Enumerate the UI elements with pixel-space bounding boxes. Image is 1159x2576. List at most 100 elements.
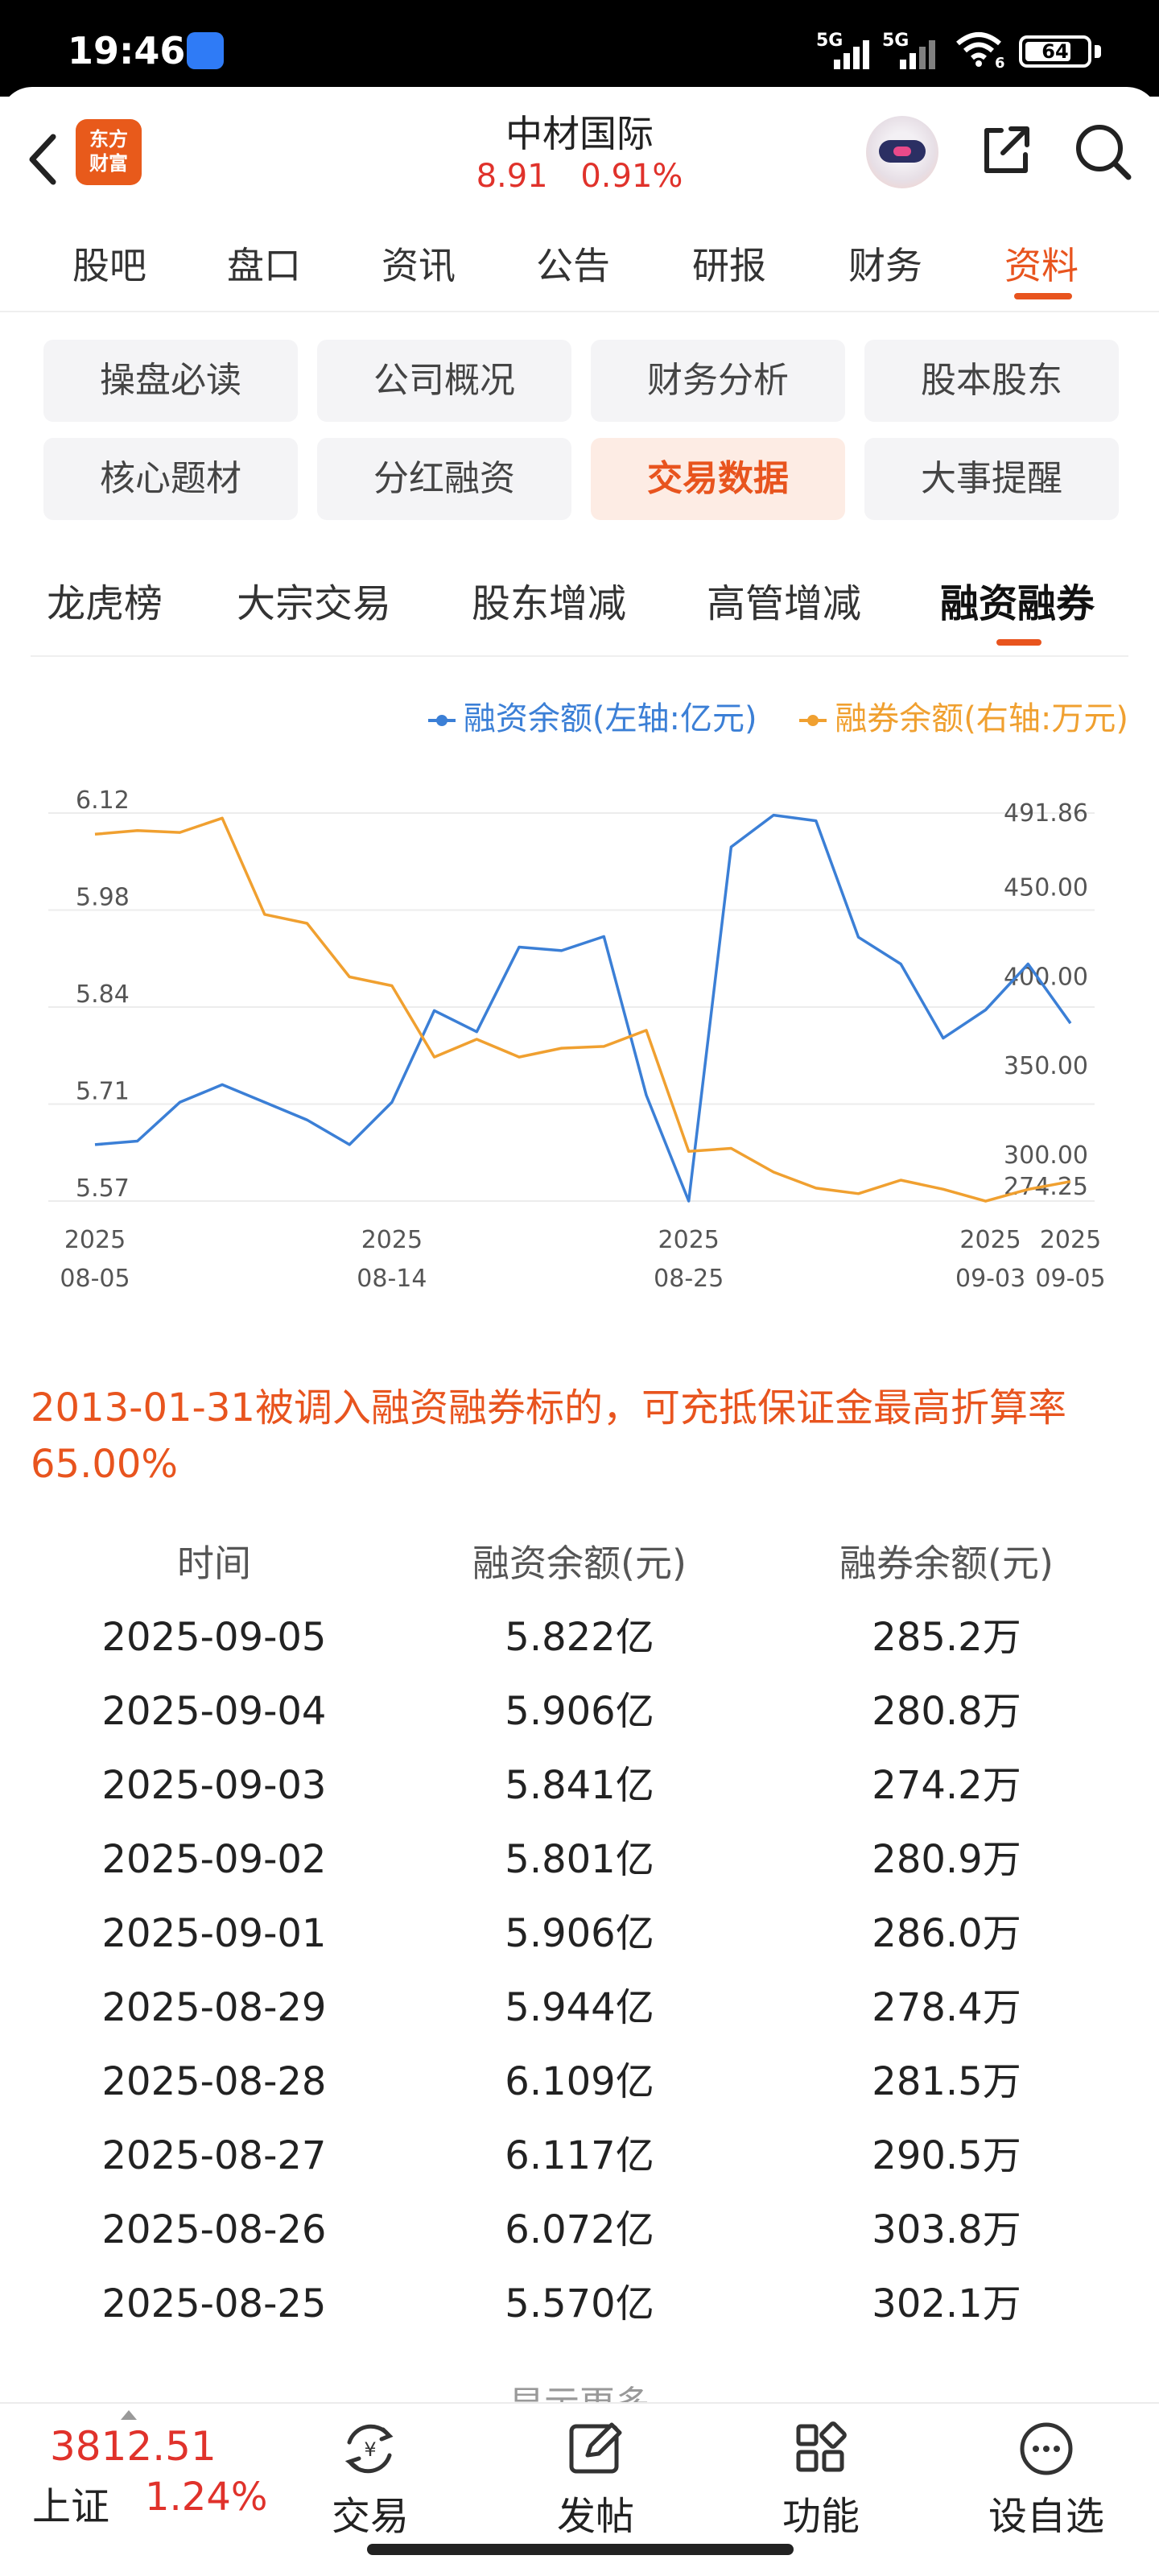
index-value[interactable]: 3812.51	[50, 2423, 217, 2470]
subtab-dragon-tiger[interactable]: 龙虎榜	[47, 581, 163, 626]
margin-eligibility-notice: 2013-01-31被调入融资融券标的，可充抵保证金最高折算率65.00%	[31, 1385, 1066, 1487]
table-row[interactable]: 2025-08-27 6.117亿 290.5万	[0, 2119, 1159, 2193]
sub-btn-financial-analysis[interactable]: 财务分析	[591, 340, 845, 422]
row-date: 2025-09-05	[101, 1615, 327, 1660]
battery-level: 64	[1041, 40, 1069, 63]
table-row[interactable]: 2025-09-01 5.906亿 286.0万	[0, 1897, 1159, 1971]
row-financing: 5.570亿	[505, 2281, 654, 2326]
financing-balance-line	[94, 813, 1072, 1203]
status-time: 19:46	[68, 29, 186, 72]
row-securities: 274.2万	[872, 1763, 1021, 1808]
subtab-margin-trading[interactable]: 融资融券	[940, 581, 1095, 626]
left-axis-tick: 5.71	[76, 1078, 130, 1106]
row-securities: 302.1万	[872, 2281, 1021, 2326]
right-axis-tick: 491.86	[1004, 799, 1088, 828]
table-row[interactable]: 2025-08-25 5.570亿 302.1万	[0, 2267, 1159, 2341]
subtab-exec-change[interactable]: 高管增减	[707, 581, 862, 626]
left-axis-tick: 5.98	[76, 884, 130, 912]
x-tick-date: 09-03	[955, 1265, 1025, 1293]
nav-trade-label: 交易	[331, 2494, 409, 2539]
row-financing: 5.801亿	[505, 1837, 654, 1882]
sub-btn-dividend-financing[interactable]: 分红融资	[317, 438, 571, 520]
legend-securities[interactable]: 融券余额(右轴:万元)	[799, 692, 1128, 739]
row-date: 2025-09-02	[101, 1837, 327, 1882]
network-type-2: 5G	[882, 31, 909, 51]
tab-pankou[interactable]: 盘口	[227, 244, 301, 287]
row-financing: 6.109亿	[505, 2059, 654, 2104]
tab-profile[interactable]: 资料	[1004, 244, 1079, 287]
row-date: 2025-08-29	[101, 1985, 327, 2030]
row-securities: 285.2万	[872, 1615, 1021, 1660]
index-change-pct[interactable]: 1.24%	[145, 2475, 268, 2520]
network-type-1: 5G	[816, 31, 843, 51]
wifi-icon	[956, 32, 1001, 67]
sub-btn-trading-data[interactable]: 交易数据	[591, 438, 845, 520]
left-axis-tick: 6.12	[76, 786, 130, 815]
row-financing: 5.822亿	[505, 1615, 654, 1660]
index-expand-icon[interactable]	[121, 2410, 137, 2420]
x-tick-year: 2025	[1040, 1226, 1101, 1254]
table-row[interactable]: 2025-08-28 6.109亿 281.5万	[0, 2045, 1159, 2119]
search-icon[interactable]	[1070, 119, 1135, 184]
stock-change-pct: 0.91%	[580, 158, 683, 195]
table-row[interactable]: 2025-08-26 6.072亿 303.8万	[0, 2193, 1159, 2267]
x-tick-year: 2025	[64, 1226, 126, 1254]
main-tabs: 股吧 盘口 资讯 公告 研报 财务 资料	[0, 214, 1159, 312]
stock-price: 8.91	[476, 158, 548, 195]
table-row[interactable]: 2025-09-02 5.801亿 280.9万	[0, 1823, 1159, 1897]
row-securities: 281.5万	[872, 2059, 1021, 2104]
back-arrow-icon[interactable]	[21, 127, 69, 192]
table-row[interactable]: 2025-09-03 5.841亿 274.2万	[0, 1748, 1159, 1823]
table-row[interactable]: 2025-09-04 5.906亿 280.8万	[0, 1674, 1159, 1748]
x-tick-date: 08-14	[357, 1265, 427, 1293]
margin-chart: 融资余额(左轴:亿元) 融券余额(右轴:万元) 6.12 5.98 5.84 5.71…	[0, 692, 1159, 1320]
app-logo[interactable]: 东方 财富	[76, 119, 142, 185]
row-securities: 303.8万	[872, 2207, 1021, 2252]
stock-header: 东方 财富 中材国际 8.91 0.91%	[0, 87, 1159, 216]
tab-finance[interactable]: 财务	[848, 244, 922, 287]
nav-post[interactable]: 发帖	[523, 2420, 668, 2541]
col-financing: 融资余额(元)	[472, 1542, 687, 1585]
table-row[interactable]: 2025-09-05 5.822亿 285.2万	[0, 1600, 1159, 1674]
legend-financing[interactable]: 融资余额(左轴:亿元)	[427, 692, 757, 739]
row-financing: 6.117亿	[505, 2133, 654, 2178]
right-axis-tick: 300.00	[1004, 1141, 1088, 1170]
x-tick-date: 08-05	[60, 1265, 130, 1293]
row-date: 2025-08-27	[101, 2133, 327, 2178]
nav-add-watchlist[interactable]: 设自选	[974, 2420, 1119, 2541]
signal-bars-icon-1	[829, 37, 872, 69]
securities-balance-line	[94, 816, 1071, 1203]
row-securities: 280.8万	[872, 1689, 1021, 1734]
right-axis-tick: 350.00	[1004, 1052, 1088, 1080]
chart-canvas: 6.125.985.845.715.57491.86450.00400.0035…	[48, 786, 1106, 1293]
tab-announcements[interactable]: 公告	[536, 244, 610, 287]
share-icon[interactable]	[977, 121, 1035, 179]
left-axis-tick: 5.57	[76, 1174, 130, 1203]
sub-btn-must-read[interactable]: 操盘必读	[43, 340, 298, 422]
nav-add-watchlist-label: 设自选	[988, 2494, 1104, 2539]
right-axis-tick: 450.00	[1004, 874, 1088, 902]
sub-btn-shareholders[interactable]: 股本股东	[864, 340, 1119, 422]
subtab-block-trade[interactable]: 大宗交易	[237, 581, 392, 626]
x-tick-year: 2025	[658, 1226, 720, 1254]
tab-guba[interactable]: 股吧	[72, 244, 146, 287]
nav-functions[interactable]: 功能	[749, 2420, 893, 2541]
chart-legend: 融资余额(左轴:亿元) 融券余额(右轴:万元)	[396, 692, 1128, 739]
tab-news[interactable]: 资讯	[382, 244, 456, 287]
col-date: 时间	[177, 1542, 251, 1585]
index-name[interactable]: 上证	[32, 2484, 110, 2529]
nav-trade[interactable]: ¥ 交易	[298, 2420, 443, 2541]
sub-btn-major-events[interactable]: 大事提醒	[864, 438, 1119, 520]
row-date: 2025-08-28	[101, 2059, 327, 2104]
notification-app-icon	[187, 32, 224, 69]
logo-text-top: 东方	[89, 128, 128, 151]
table-row[interactable]: 2025-08-29 5.944亿 278.4万	[0, 1971, 1159, 2045]
sub-btn-company-overview[interactable]: 公司概况	[317, 340, 571, 422]
row-date: 2025-09-04	[101, 1689, 327, 1734]
subtab-holder-change[interactable]: 股东增减	[472, 581, 627, 626]
sub-btn-core-themes[interactable]: 核心题材	[43, 438, 298, 520]
row-financing: 5.841亿	[505, 1763, 654, 1808]
row-financing: 5.906亿	[505, 1689, 654, 1734]
ai-assistant-icon[interactable]	[866, 116, 938, 188]
tab-research[interactable]: 研报	[692, 244, 766, 287]
